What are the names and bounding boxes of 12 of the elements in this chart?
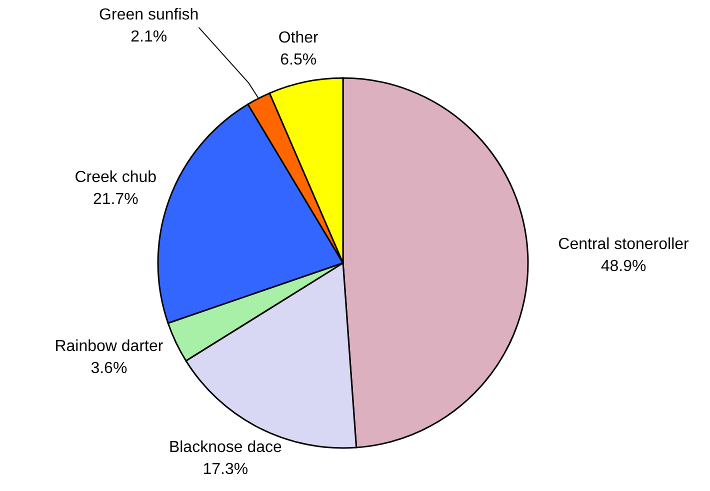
data-label: 48.9% — [600, 258, 646, 276]
data-label: 17.3% — [202, 461, 248, 478]
slice-label: Rainbow darter — [54, 338, 164, 356]
slice-label: Creek chub — [74, 168, 157, 186]
slice-label: Central stoneroller — [558, 236, 690, 254]
data-label: 2.1% — [130, 28, 168, 46]
data-label: 3.6% — [90, 360, 128, 378]
slice-label: Other — [278, 30, 320, 47]
slice-label: Green sunfish — [99, 6, 199, 24]
slice-label: Blacknose dace — [168, 439, 282, 456]
data-label: 21.7% — [92, 190, 138, 208]
data-label: 6.5% — [280, 52, 317, 69]
